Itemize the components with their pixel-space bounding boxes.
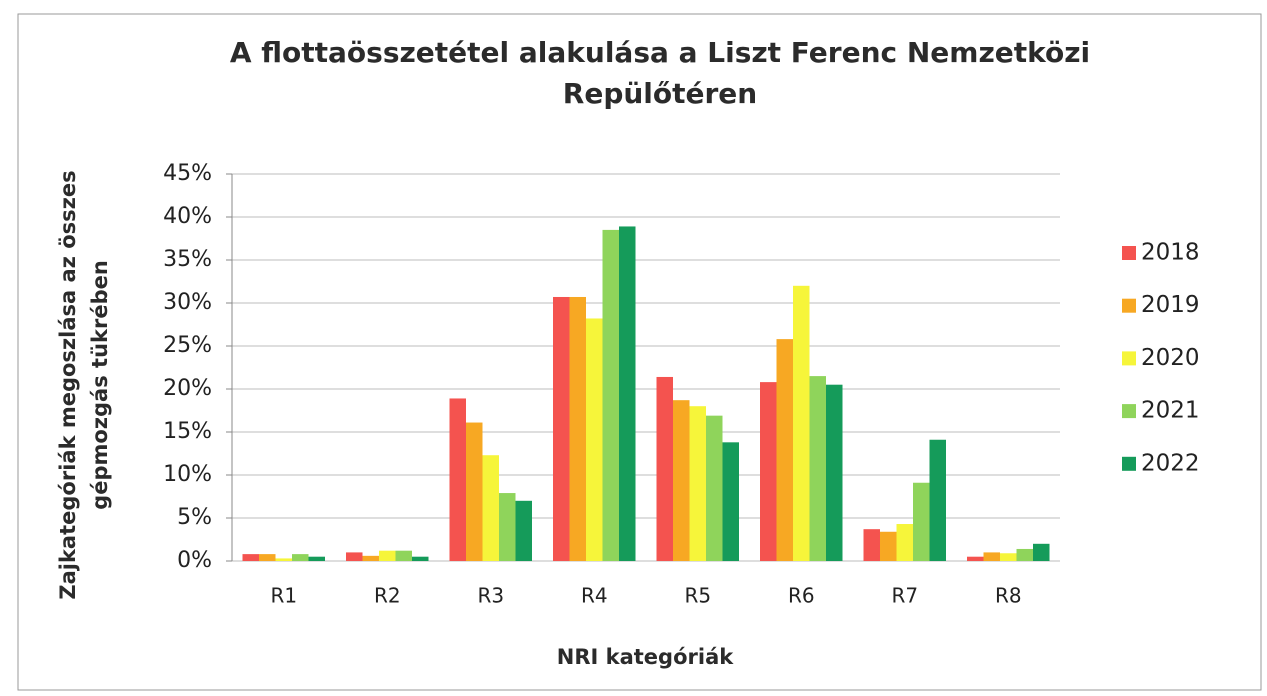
legend-label: 2019 [1141, 292, 1200, 318]
y-tick-label: 25% [163, 333, 212, 358]
y-tick-label: 15% [163, 419, 212, 444]
x-tick-label: R6 [788, 584, 815, 608]
y-tick-label: 5% [177, 505, 212, 530]
bar [412, 556, 429, 561]
bar [515, 500, 532, 561]
bar [275, 558, 292, 561]
bar [809, 376, 826, 561]
bar [482, 455, 499, 561]
x-tick-label: R1 [270, 584, 297, 608]
bar [1016, 548, 1033, 561]
legend-swatch [1122, 351, 1136, 366]
legend-swatch [1122, 298, 1136, 313]
bar [308, 556, 325, 561]
chart-border [17, 13, 1262, 691]
legend-swatch [1122, 404, 1136, 419]
legend-label: 2020 [1141, 345, 1200, 371]
y-tick-label: 0% [177, 548, 212, 573]
bar [967, 556, 984, 561]
x-axis-label: NRI kategóriák [556, 645, 734, 669]
bar [466, 422, 483, 561]
x-tick-label: R4 [581, 584, 608, 608]
bar [863, 529, 880, 561]
legend-label: 2022 [1141, 450, 1200, 476]
x-tick-label: R5 [684, 584, 711, 608]
bar [362, 555, 379, 561]
bar [602, 229, 619, 561]
bar [499, 493, 516, 561]
bar [689, 406, 706, 561]
bar [586, 318, 603, 561]
legend-label: 2021 [1141, 398, 1200, 424]
y-tick-label: 30% [163, 290, 212, 315]
legend-swatch [1122, 246, 1136, 260]
y-tick-label: 10% [163, 462, 212, 487]
legend-label: 2018 [1141, 240, 1200, 266]
x-tick-label: R7 [891, 584, 918, 608]
bar [379, 550, 396, 561]
x-tick-label: R2 [374, 584, 401, 608]
bar [619, 226, 636, 561]
y-tick-label: 45% [163, 161, 212, 186]
bar [776, 339, 793, 561]
x-tick-label: R3 [477, 584, 504, 608]
bar [449, 398, 466, 561]
bar [259, 554, 276, 561]
bar [983, 552, 1000, 561]
bar [896, 524, 913, 561]
bar [1033, 543, 1050, 561]
bar [569, 296, 586, 561]
chart-title: A flottaösszetétel alakulása a Liszt Fer… [229, 36, 1091, 110]
bar [673, 400, 690, 561]
bar [1000, 553, 1017, 561]
bar [242, 554, 259, 561]
legend-swatch [1122, 456, 1136, 471]
bar [395, 550, 412, 561]
y-tick-label: 40% [163, 204, 212, 229]
bar [826, 384, 843, 561]
y-tick-label: 35% [163, 247, 212, 272]
bar [880, 531, 897, 561]
bar [760, 382, 777, 561]
bar [346, 552, 363, 561]
y-tick-label: 20% [163, 376, 212, 401]
bar [929, 439, 946, 561]
bar [656, 376, 673, 561]
y-axis-label: Zajkategóriák megoszlása az összes gépmo… [56, 170, 112, 600]
bar [793, 285, 810, 561]
bar [722, 442, 739, 561]
bar [913, 482, 930, 561]
bar [706, 415, 723, 561]
x-tick-label: R8 [995, 584, 1022, 608]
bar [292, 554, 309, 561]
bar [553, 296, 570, 561]
